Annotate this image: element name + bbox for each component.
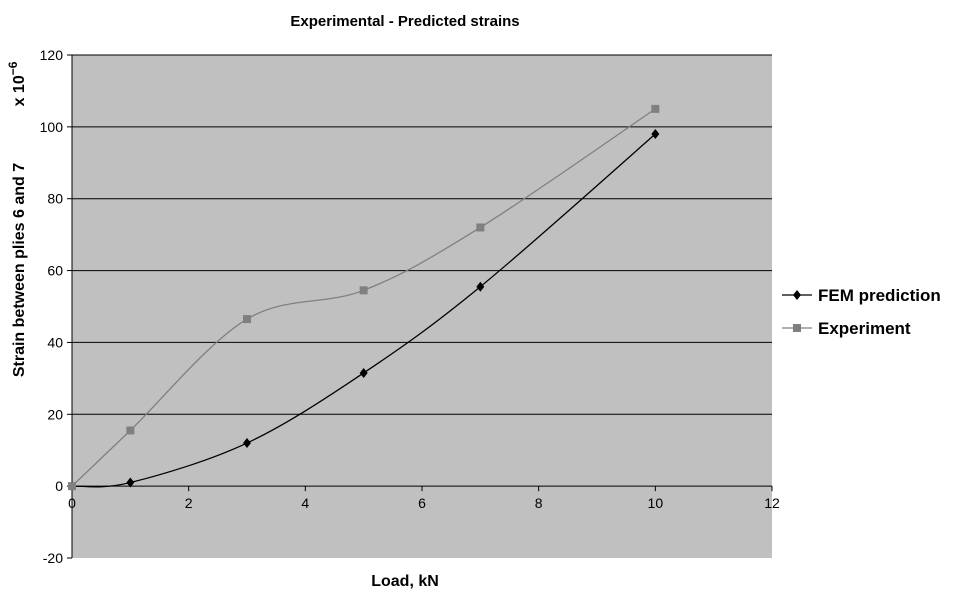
y-multiplier-exponent: −6: [6, 61, 20, 75]
legend-swatch-marker: [793, 290, 801, 300]
legend-label: Experiment: [818, 319, 911, 338]
legend-item-fem-prediction: FEM prediction: [782, 286, 941, 305]
y-tick-label: 40: [47, 334, 63, 350]
experiment-point: [651, 104, 660, 113]
y-tick-label: 0: [55, 478, 63, 494]
x-tick-label: 8: [535, 495, 543, 511]
y-tick-label: 20: [47, 406, 63, 422]
experiment-point: [126, 426, 135, 435]
tick-labels: -20 0 20 40 60 80 100 120 0 2 4 6 8 10 12: [40, 47, 780, 566]
y-tick-label: 60: [47, 263, 63, 279]
y-axis-multiplier: x 10−6: [6, 61, 28, 106]
y-tick-label: 100: [40, 119, 64, 135]
fem-prediction-point: [359, 367, 368, 378]
legend-item-experiment: Experiment: [782, 319, 911, 338]
chart-title: Experimental - Predicted strains: [290, 13, 519, 30]
x-tick-label: 10: [648, 495, 664, 511]
series-layer: [68, 104, 660, 492]
y-axis-title: Strain between plies 6 and 7: [11, 163, 28, 377]
x-tick-label: 12: [764, 495, 780, 511]
y-tick-label: -20: [43, 550, 63, 566]
axes: [67, 54, 773, 559]
experiment-point: [243, 315, 251, 324]
series-experiment: [68, 104, 660, 491]
fem-prediction-point: [243, 438, 251, 449]
x-tick-label: 4: [301, 495, 309, 511]
legend: FEM prediction Experiment: [782, 286, 941, 338]
x-axis-title: Load, kN: [371, 573, 439, 590]
experiment-point: [359, 286, 368, 295]
legend-label: FEM prediction: [818, 286, 941, 305]
y-tick-label: 80: [47, 191, 63, 207]
x-tick-label: 0: [68, 495, 76, 511]
grid-lines: [72, 54, 772, 415]
x-tick-label: 6: [418, 495, 426, 511]
y-multiplier-base: x 10: [11, 75, 28, 106]
experiment-point: [68, 482, 76, 491]
fem-prediction-point: [651, 129, 660, 140]
fem-prediction-point: [126, 477, 135, 488]
x-tick-label: 2: [185, 495, 193, 511]
y-tick-label: 120: [40, 47, 64, 63]
fem-prediction-point: [476, 281, 485, 292]
plot-area: [72, 55, 772, 558]
legend-swatch-marker: [793, 324, 801, 332]
experiment-point: [476, 223, 485, 232]
fem-prediction-line: [71, 133, 656, 488]
